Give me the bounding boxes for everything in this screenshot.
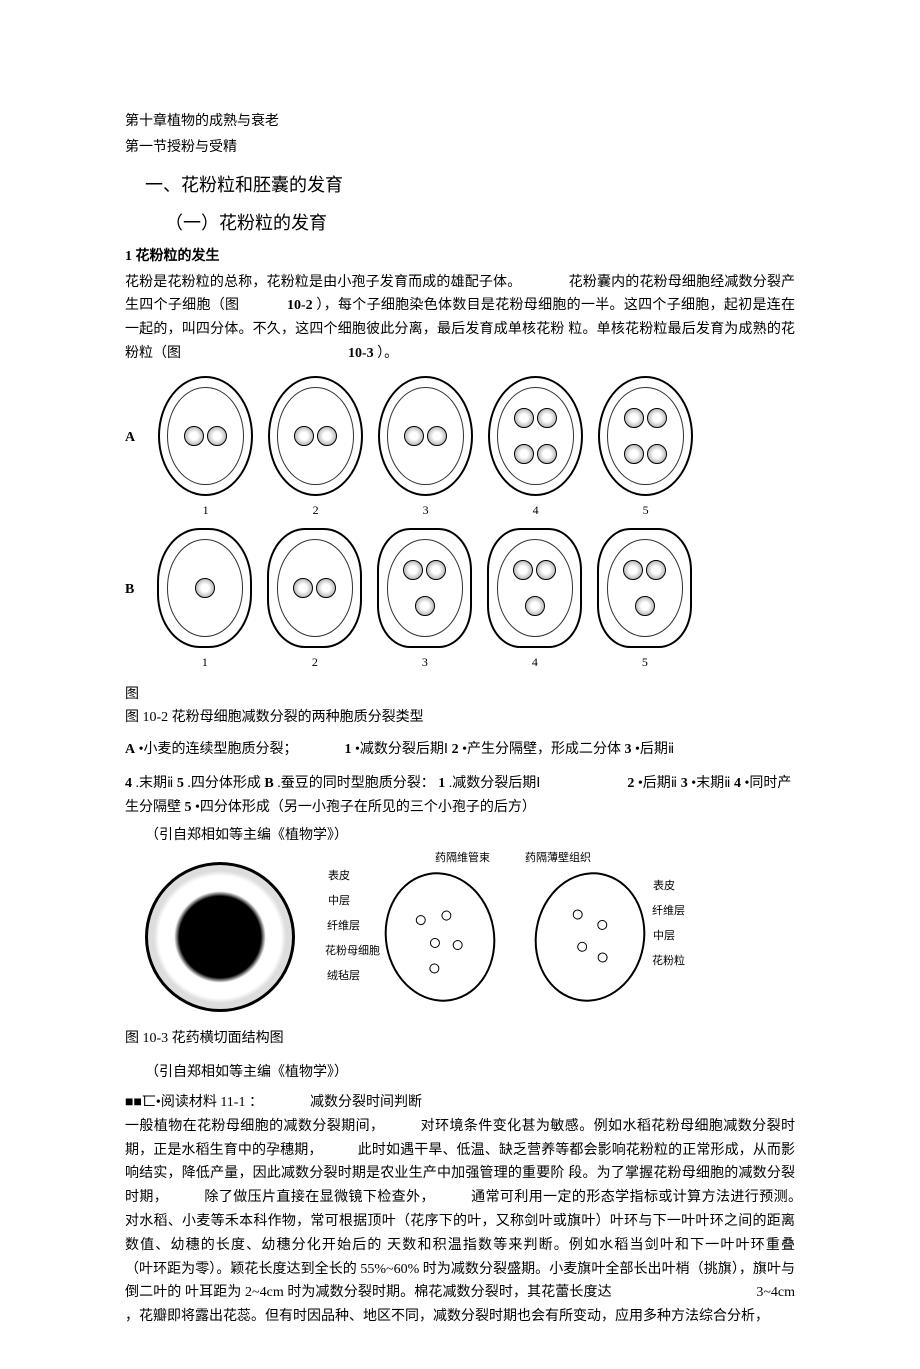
rb1: 55%~60% (360, 1262, 419, 1277)
rp3: 时为减数分裂时期。棉花减数分裂时，其花蕾长度达 (287, 1285, 752, 1300)
reading-colon: ： (249, 1095, 263, 1110)
anther-cross-section: 表皮 中层 纤维层 花粉母细胞 绒毡层 (145, 857, 345, 1017)
c2d: .四分体形成 (187, 776, 264, 791)
rp4: ，花瓣即将露出花蕊。但有时因品种、地区不同，减数分裂时期也会有所变动，应用多种方… (125, 1309, 769, 1324)
c2f: .蚕豆的同时型胞质分裂： (277, 776, 435, 791)
reading-num: 11-1 (220, 1095, 245, 1110)
c2j: •后期ⅱ (638, 776, 681, 791)
reading-title-text: 减数分裂时间判断 (310, 1095, 422, 1110)
label-epidermis2: 表皮 (653, 877, 675, 896)
label-pmc: 花粉母细胞 (325, 942, 380, 961)
reading-material-title: ■■匸•阅读材料 11-1 ： 减数分裂时间判断 (125, 1091, 795, 1115)
c1d: •减数分裂后期Ⅰ (355, 742, 452, 757)
figure-10-2: A 1 2 3 4 5 B 1 2 (125, 376, 795, 673)
cell-num: 1 (202, 652, 208, 672)
cell-num: 5 (643, 500, 649, 520)
heading-level-1: 一、花粉粒和胚囊的发育 (125, 170, 795, 201)
cell-num: 5 (642, 652, 648, 672)
cell-num: 2 (313, 500, 319, 520)
cell-a5: 5 (598, 376, 693, 520)
c1g: 3 (624, 742, 631, 757)
figure-10-3-caption: 图 10-3 花药横切面结构图 (125, 1027, 795, 1051)
rb3: 3~4cm (756, 1285, 795, 1300)
cell-num: 3 (423, 500, 429, 520)
c1a: A (125, 742, 135, 757)
c2o: 5 (185, 800, 192, 815)
c2g: 1 (438, 776, 445, 791)
cell-b3: 3 (377, 528, 472, 672)
caption1-source: （引自郑相如等主编《植物学》） (125, 824, 795, 848)
cell-a4: 4 (488, 376, 583, 520)
caption1-line1: A •小麦的连续型胞质分裂； 1 •减数分裂后期Ⅰ 2 •产生分隔壁，形成二分体… (125, 738, 795, 762)
label-fiber2: 纤维层 (652, 902, 685, 921)
cell-num: 3 (422, 652, 428, 672)
anther-open-section: 药隔维管束 药隔薄壁组织 表皮 纤维层 中层 花粉粒 (375, 857, 655, 1017)
cell-b2: 2 (267, 528, 362, 672)
c1c: 1 (345, 742, 352, 757)
c2b: .末期ⅱ (136, 776, 177, 791)
c1e: 2 (452, 742, 459, 757)
rp1: 一般植物在花粉母细胞的减数分裂期间， 对环境条件变化甚为敏感。例如水稻花粉母细胞… (125, 1119, 920, 1277)
c2k: 3 (681, 776, 688, 791)
label-middle: 中层 (328, 892, 350, 911)
c2i: 2 (627, 776, 634, 791)
figure-row-b: B 1 2 3 4 5 (125, 528, 795, 672)
reading-prefix: ■■匸•阅读材料 (125, 1095, 220, 1110)
cell-b4: 4 (487, 528, 582, 672)
row-b-label: B (125, 528, 134, 672)
caption1-full: 图 10-2 花粉母细胞减数分裂的两种胞质分裂类型 (125, 706, 795, 730)
caption-title: 图 (125, 687, 139, 702)
cell-num: 4 (533, 500, 539, 520)
caption2-source: （引自郑相如等主编《植物学》） (125, 1061, 795, 1085)
p1-ref-1: 10-2 (287, 298, 313, 313)
heading-level-2: （一）花粉粒的发育 (125, 208, 795, 239)
label-epidermis: 表皮 (328, 867, 350, 886)
reading-body: 一般植物在花粉母细胞的减数分裂期间， 对环境条件变化甚为敏感。例如水稻花粉母细胞… (125, 1115, 795, 1329)
cell-num: 4 (532, 652, 538, 672)
p1-ref-2: 10-3 (348, 346, 374, 361)
figure-row-a: A 1 2 3 4 5 (125, 376, 795, 520)
cell-b5: 5 (597, 528, 692, 672)
c1b: •小麦的连续型胞质分裂； (139, 742, 298, 757)
row-a-label: A (125, 376, 135, 520)
paragraph-1: 花粉是花粉粒的总称，花粉粒是由小孢子发育而成的雄配子体。 花粉囊内的花粉母细胞经… (125, 271, 795, 366)
p1-text-1: 花粉是花粉粒的总称，花粉粒是由小孢子发育而成的雄配子体。 (125, 275, 521, 290)
section-title: 第一节授粉与受精 (125, 136, 795, 160)
label-middle2: 中层 (653, 927, 675, 946)
cell-num: 2 (312, 652, 318, 672)
p1-text-4: ）。 (377, 346, 398, 361)
heading-level-3: 1 花粉粒的发生 (125, 245, 795, 269)
cell-a2: 2 (268, 376, 363, 520)
c2-title: 图 10-3 花药横切面结构图 (125, 1031, 284, 1046)
c1-title: 图 10-2 花粉母细胞减数分裂的两种胞质分裂类型 (125, 710, 424, 725)
c2a: 4 (125, 776, 132, 791)
c1h: •后期ⅱ (635, 742, 674, 757)
chapter-title: 第十章植物的成熟与衰老 (125, 110, 795, 134)
c2l: •末期ⅱ (691, 776, 734, 791)
c2p: •四分体形成（另一小孢子在所见的三个小孢子的后方） (195, 800, 536, 815)
c2h: .减数分裂后期Ⅰ (449, 776, 541, 791)
figure-10-3: 表皮 中层 纤维层 花粉母细胞 绒毡层 药隔维管束 药隔薄壁组织 表皮 纤维层 … (125, 857, 795, 1017)
c2m: 4 (734, 776, 741, 791)
c2e: B (264, 776, 273, 791)
label-parenchyma: 药隔薄壁组织 (525, 849, 591, 868)
cell-a3: 3 (378, 376, 473, 520)
cell-num: 1 (203, 500, 209, 520)
label-fiber: 纤维层 (327, 917, 360, 936)
label-vascular: 药隔维管束 (435, 849, 490, 868)
c1f: •产生分隔壁，形成二分体 (462, 742, 624, 757)
label-pollen: 花粉粒 (652, 952, 685, 971)
rb2: 2~4cm (245, 1285, 284, 1300)
label-tapetum: 绒毡层 (327, 967, 360, 986)
figure-10-2-caption: 图 图 10-2 花粉母细胞减数分裂的两种胞质分裂类型 (125, 683, 795, 707)
cell-a1: 1 (158, 376, 253, 520)
c2c: 5 (177, 776, 184, 791)
cell-b1: 1 (157, 528, 252, 672)
caption1-line2: 4 .末期ⅱ 5 .四分体形成 B .蚕豆的同时型胞质分裂： 1 .减数分裂后期… (125, 772, 795, 820)
